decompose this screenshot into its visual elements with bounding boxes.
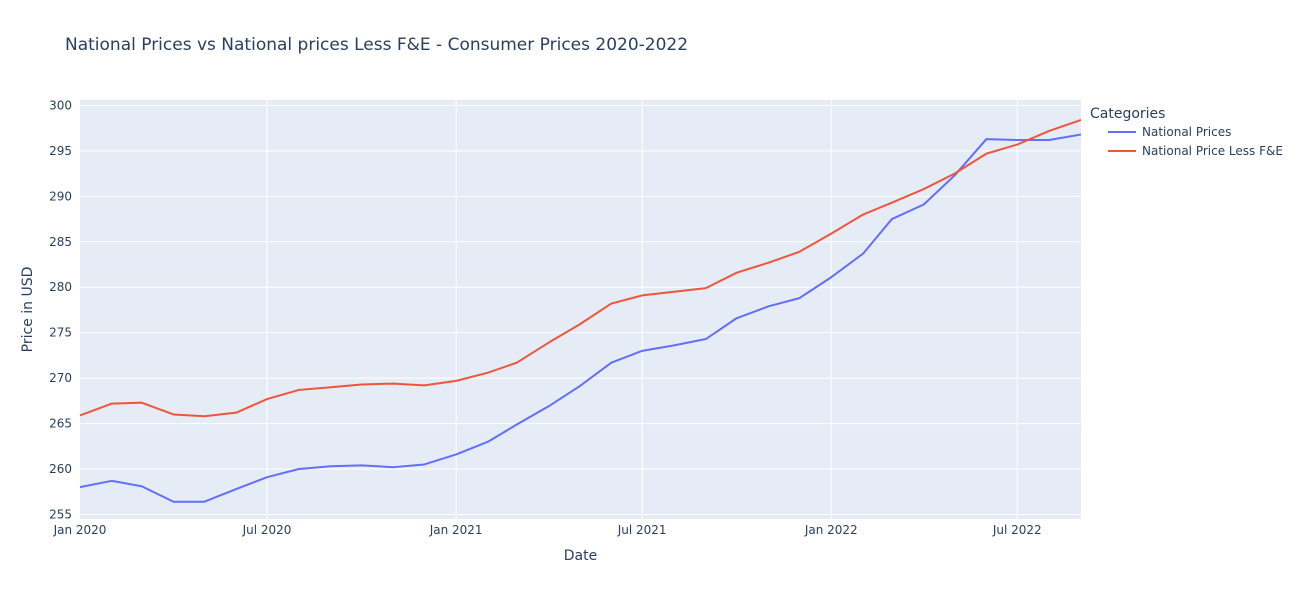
x-tick-label: Jul 2020 — [242, 523, 292, 537]
y-tick-label: 300 — [49, 98, 72, 112]
x-tick-label: Jul 2022 — [992, 523, 1042, 537]
chart-title: National Prices vs National prices Less … — [65, 35, 688, 55]
series-lines — [80, 119, 1081, 503]
legend-label: National Price Less F&E — [1142, 144, 1283, 158]
y-tick-label: 290 — [49, 189, 72, 203]
x-axis-ticks: Jan 2020 Jul 2020 Jan 2021 Jul 2021 Jan 2022… — [53, 523, 1042, 537]
x-tick-label: Jan 2022 — [804, 523, 858, 537]
series-line — [80, 133, 1081, 503]
series-line — [80, 119, 1081, 418]
legend-title: Categories — [1090, 106, 1165, 122]
y-tick-label: 260 — [49, 462, 72, 476]
y-tick-label: 275 — [49, 326, 72, 340]
y-tick-label: 295 — [49, 144, 72, 158]
plot-area — [80, 100, 1081, 519]
x-tick-label: Jan 2021 — [429, 523, 483, 537]
y-tick-label: 280 — [49, 280, 72, 294]
y-axis-title: Price in USD — [20, 267, 36, 353]
y-tick-label: 285 — [49, 235, 72, 249]
y-tick-label: 255 — [49, 507, 72, 521]
x-tick-label: Jan 2020 — [53, 523, 107, 537]
legend-items: National Prices National Price Less F&E — [1108, 125, 1283, 158]
y-axis-ticks: 255 260 265 270 275 280 285 290 295 300 — [49, 98, 72, 521]
y-tick-label: 270 — [49, 371, 72, 385]
x-axis-title: Date — [564, 548, 597, 564]
x-tick-label: Jul 2021 — [617, 523, 667, 537]
legend-label: National Prices — [1142, 125, 1231, 139]
y-tick-label: 265 — [49, 417, 72, 431]
grid-lines — [80, 100, 1081, 519]
